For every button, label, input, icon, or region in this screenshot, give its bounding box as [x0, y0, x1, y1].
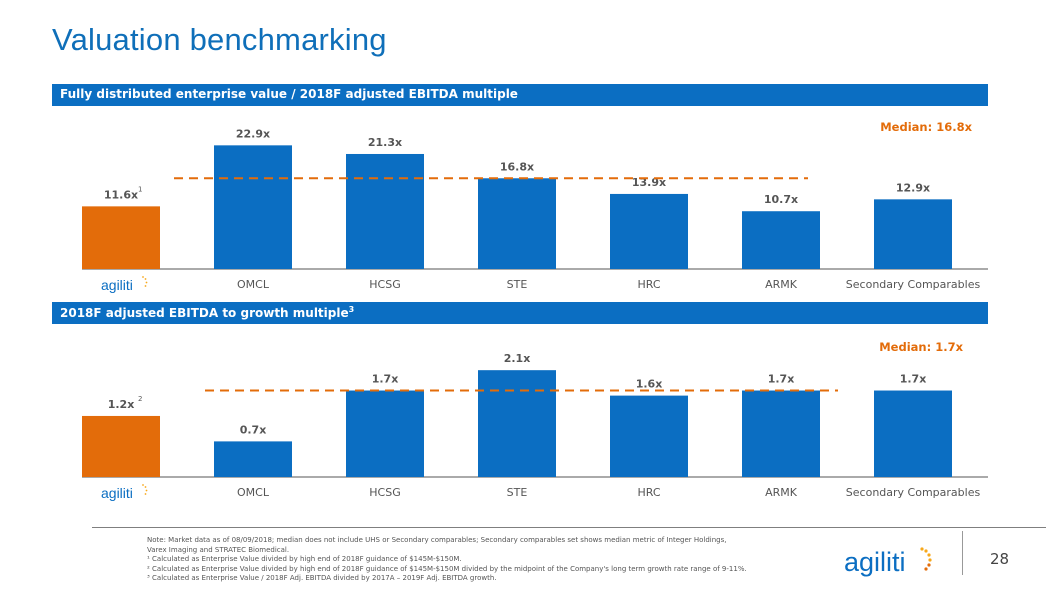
chart2-header: 2018F adjusted EBITDA to growth multiple…	[52, 302, 988, 324]
chart2-header-text: 2018F adjusted EBITDA to growth multiple	[60, 306, 349, 320]
chart2-median-label: Median: 1.7x	[879, 340, 963, 354]
bar-omcl	[214, 441, 292, 477]
tick-label: ARMK	[765, 486, 798, 499]
bar-hrc	[610, 193, 688, 269]
logo-dot	[144, 493, 147, 495]
note-line: Varex Imaging and STRATEC Biomedical.	[147, 545, 290, 554]
bar-hrc	[610, 395, 688, 477]
chart1-svg: 11.6x 1 agiliti 22.9x OMCL 21.3x HCSG 16.8x STE 1…	[82, 127, 988, 293]
note-line: ² Calculated as Enterprise Value divided…	[147, 564, 747, 573]
logo-wordmark: agiliti	[844, 547, 906, 577]
page-title: Valuation benchmarking	[52, 22, 387, 57]
brand-divider	[962, 531, 963, 575]
data-label: 16.8x	[500, 160, 534, 173]
agiliti-logo: agiliti	[844, 547, 932, 577]
logo-dot	[142, 484, 144, 486]
category-logo-agiliti: agiliti	[101, 484, 148, 501]
tick-label: agiliti	[101, 485, 133, 501]
note-line: Note: Market data as of 08/09/2018; medi…	[147, 536, 727, 544]
note-line: ³ Calculated as Enterprise Value / 2018F…	[147, 574, 497, 583]
bar-armk	[742, 390, 820, 477]
data-label: 22.9x	[236, 127, 270, 140]
data-label: 21.3x	[368, 136, 402, 149]
tick-label: HCSG	[369, 486, 400, 499]
logo-dot	[145, 489, 148, 492]
logo-dot	[144, 278, 147, 280]
category-logo-agiliti: agiliti	[101, 276, 148, 293]
data-label: 1.6x	[636, 378, 663, 391]
tick-label: ARMK	[765, 278, 798, 291]
tick-label: HRC	[637, 278, 660, 291]
chart1-header-text: Fully distributed enterprise value / 201…	[60, 87, 518, 101]
data-label: 12.9x	[896, 181, 930, 194]
logo-dot	[144, 486, 147, 488]
tick-label: OMCL	[237, 278, 270, 291]
bar-ste	[478, 178, 556, 269]
bar-secondary-comparables	[874, 390, 952, 477]
tick-label: Secondary Comparables	[846, 486, 981, 499]
tick-label: STE	[507, 278, 528, 291]
bar-omcl	[214, 145, 292, 269]
bar-agiliti	[82, 415, 160, 477]
logo-dot	[142, 276, 144, 278]
bar-agiliti	[82, 206, 160, 269]
logo-dot	[145, 281, 148, 284]
tick-label: Secondary Comparables	[846, 278, 981, 291]
notes-divider	[92, 527, 1046, 528]
data-label: 0.7x	[240, 423, 267, 436]
bar-armk	[742, 211, 820, 269]
tick-label: HCSG	[369, 278, 400, 291]
logo-dot	[144, 285, 147, 287]
chart1-header: Fully distributed enterprise value / 201…	[52, 84, 988, 106]
data-label: 1.7x	[372, 373, 399, 386]
data-label: 1.7x	[768, 373, 795, 386]
tick-label: STE	[507, 486, 528, 499]
tick-label: OMCL	[237, 486, 270, 499]
bar-hcsg	[346, 153, 424, 269]
data-label: 11.6x	[104, 188, 138, 201]
tick-label: HRC	[637, 486, 660, 499]
note-line: ¹ Calculated as Enterprise Value divided…	[147, 555, 462, 564]
page-number: 28	[990, 550, 1010, 568]
chart2-header-sup: 3	[348, 305, 355, 314]
logo-dot-arc	[920, 547, 932, 571]
data-label: 2.1x	[504, 352, 531, 365]
data-label: 1.7x	[900, 373, 927, 386]
chart2-svg: 1.2x 2 agiliti 0.7x OMCL 1.7x HCSG 2.1x STE 1.6x H…	[82, 352, 988, 501]
data-label: 1.2x	[108, 398, 135, 411]
chart1-median-label: Median: 16.8x	[880, 120, 972, 134]
tick-label: agiliti	[101, 277, 133, 293]
bar-secondary-comparables	[874, 199, 952, 269]
bar-hcsg	[346, 390, 424, 477]
notes-block: Note: Market data as of 08/09/2018; medi…	[147, 536, 847, 584]
data-label: 10.7x	[764, 193, 798, 206]
bar-ste	[478, 370, 556, 477]
footnote-mark: 1	[138, 185, 142, 193]
footnote-mark: 2	[138, 395, 142, 403]
